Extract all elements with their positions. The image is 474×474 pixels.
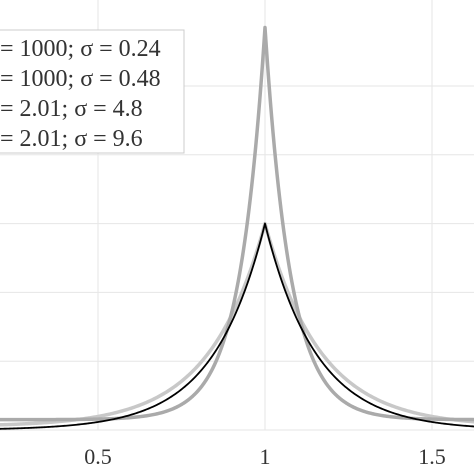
x-tick-label: 0.5 — [84, 444, 112, 469]
legend-label-2: = 1000; σ = 0.48 — [0, 66, 161, 92]
series-line-1 — [0, 221, 474, 427]
series-lines — [0, 25, 474, 430]
series-line-3 — [0, 25, 474, 422]
x-tick-label: 1.5 — [418, 444, 446, 469]
legend-label-4: = 2.01; σ = 9.6 — [0, 126, 143, 152]
series-line-4 — [0, 222, 474, 430]
legend-label-3: = 2.01; σ = 4.8 — [0, 96, 143, 122]
legend: = 1000; σ = 0.24 = 1000; σ = 0.48 = 2.01… — [0, 29, 185, 154]
x-axis-ticks: 0.5 1 1.5 — [84, 444, 446, 469]
legend-label-1: = 1000; σ = 0.24 — [0, 36, 161, 62]
legend-box — [0, 29, 185, 154]
x-tick-label: 1 — [260, 444, 271, 469]
